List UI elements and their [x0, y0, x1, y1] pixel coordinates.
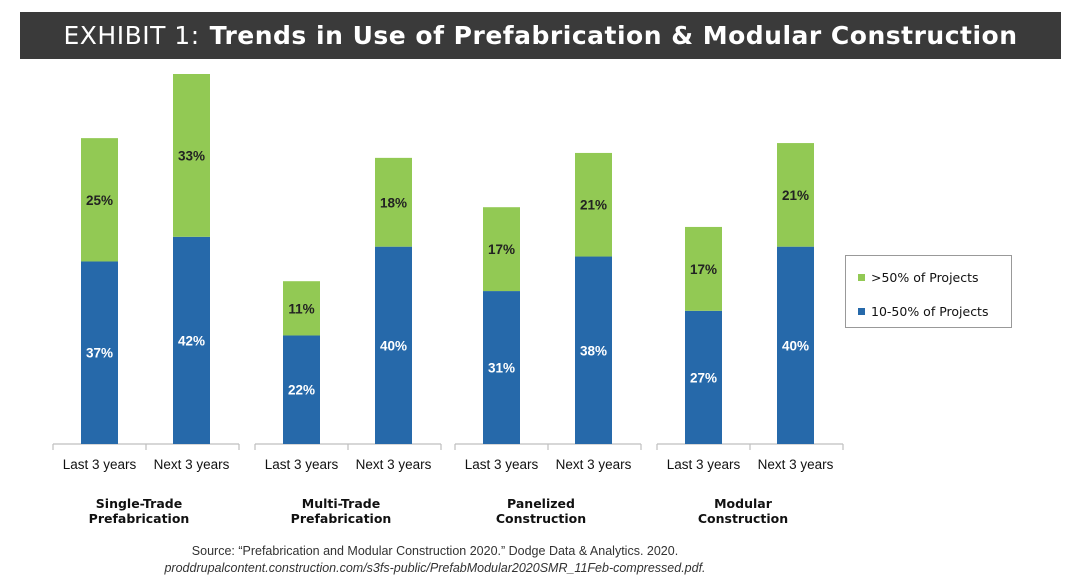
bar-segment-over-50	[483, 207, 520, 292]
legend-swatch	[858, 274, 865, 281]
bar-segment-over-50	[173, 74, 210, 237]
bar-segment-over-50	[777, 143, 814, 247]
x-tick-label: Next 3 years	[758, 457, 834, 472]
x-tick-label: Next 3 years	[356, 457, 432, 472]
data-label-over-50: 18%	[380, 195, 407, 210]
data-label-10-50: 22%	[288, 383, 315, 398]
x-tick-label: Last 3 years	[667, 457, 741, 472]
title-bar: EXHIBIT 1: Trends in Use of Prefabricati…	[20, 12, 1061, 59]
exhibit-label: EXHIBIT 1:	[63, 21, 200, 50]
bar-segment-10-50	[283, 335, 320, 444]
data-label-10-50: 37%	[86, 346, 113, 361]
x-tick-label: Next 3 years	[556, 457, 632, 472]
bar-segment-10-50	[81, 261, 118, 444]
data-label-over-50: 17%	[690, 262, 717, 277]
x-tick-label: Last 3 years	[465, 457, 539, 472]
group-label: Prefabrication	[89, 511, 190, 526]
data-label-over-50: 33%	[178, 148, 205, 163]
group-label: Prefabrication	[291, 511, 392, 526]
bar-segment-10-50	[375, 246, 412, 444]
data-label-10-50: 40%	[782, 338, 809, 353]
x-tick-label: Next 3 years	[154, 457, 230, 472]
group-label: Construction	[496, 511, 586, 526]
legend-label: >50% of Projects	[871, 270, 979, 285]
bar-segment-over-50	[575, 152, 612, 257]
data-label-10-50: 27%	[690, 370, 717, 385]
legend-label: 10-50% of Projects	[871, 304, 988, 319]
data-label-over-50: 21%	[580, 198, 607, 213]
data-label-over-50: 25%	[86, 193, 113, 208]
data-label-10-50: 42%	[178, 333, 205, 348]
group-label: Modular	[714, 496, 773, 511]
bar-segment-over-50	[685, 226, 722, 311]
group-label: Construction	[698, 511, 788, 526]
bar-segment-over-50	[81, 138, 118, 262]
chart-title: Trends in Use of Prefabrication & Modula…	[209, 21, 1018, 50]
legend-box	[845, 255, 1012, 328]
data-label-over-50: 17%	[488, 242, 515, 257]
data-label-10-50: 40%	[380, 338, 407, 353]
data-label-10-50: 38%	[580, 343, 607, 358]
bar-segment-10-50	[777, 246, 814, 444]
source-url: proddrupalcontent.construction.com/s3fs-…	[164, 561, 706, 575]
bar-segment-over-50	[283, 281, 320, 336]
data-label-over-50: 21%	[782, 188, 809, 203]
data-label-10-50: 31%	[488, 361, 515, 376]
bar-segment-10-50	[173, 236, 210, 444]
group-label: Panelized	[507, 496, 575, 511]
x-tick-label: Last 3 years	[265, 457, 339, 472]
bar-segment-10-50	[575, 256, 612, 444]
bar-segment-over-50	[375, 157, 412, 247]
group-label: Multi-Trade	[302, 496, 380, 511]
bar-segment-10-50	[483, 291, 520, 444]
legend-swatch	[858, 308, 865, 315]
bar-segment-10-50	[685, 310, 722, 444]
group-label: Single-Trade	[96, 496, 182, 511]
source-citation: Source: “Prefabrication and Modular Cons…	[191, 544, 679, 558]
x-tick-label: Last 3 years	[63, 457, 137, 472]
data-label-over-50: 11%	[288, 301, 314, 316]
